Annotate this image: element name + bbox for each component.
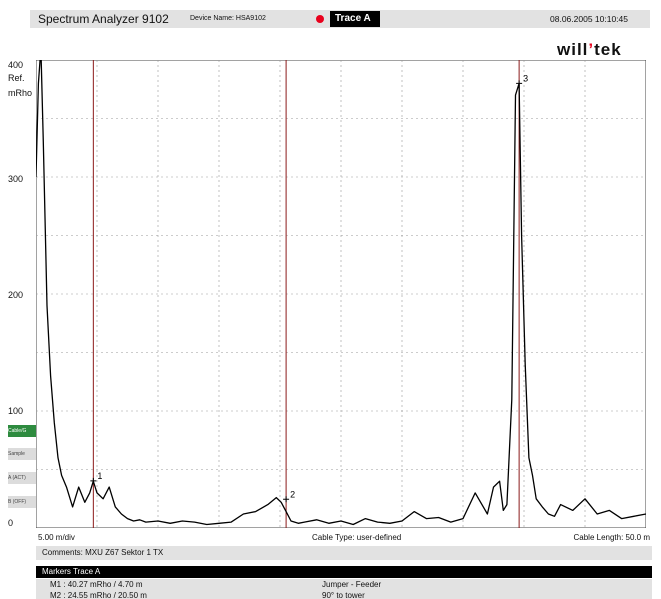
- markers-table: M1 : 40.27 mRho / 4.70 m Jumper - Feeder…: [36, 579, 652, 599]
- marker-labels: 1 2 3: [90, 73, 528, 503]
- y-tick-label: 0: [8, 518, 14, 528]
- title-bar: Spectrum Analyzer 9102 Device Name: HSA9…: [0, 0, 661, 32]
- marker-label-1: 1: [97, 471, 102, 481]
- marker-row-desc: Jumper - Feeder: [322, 580, 382, 589]
- logo-part-right: tek: [594, 40, 622, 59]
- ref-label: Ref.: [8, 73, 25, 83]
- cable-type: Cable Type: user-defined: [312, 533, 402, 542]
- markers-header: Markers Trace A: [36, 566, 652, 578]
- scale-label: 5.00 m/div: [38, 533, 75, 542]
- cable-mode-button[interactable]: Cable/G: [8, 425, 36, 437]
- cable-length: Cable Length: 50.0 m: [573, 533, 651, 542]
- sample-button[interactable]: Sample: [8, 448, 36, 460]
- marker-row-desc: 90° to tower: [322, 591, 365, 599]
- marker-row-value: M1 : 40.27 mRho / 4.70 m: [50, 580, 143, 589]
- grid: [36, 60, 646, 528]
- willtek-logo: will’tek: [557, 40, 622, 60]
- y-tick-label: 200: [8, 290, 24, 300]
- marker-row-value: M2 : 24.55 mRho / 20.50 m: [50, 591, 147, 599]
- marker-lines: [92, 60, 520, 528]
- marker-point-2: [283, 496, 290, 503]
- y-tick-label: 300: [8, 174, 24, 184]
- marker-label-2: 2: [290, 489, 295, 499]
- trace-badge[interactable]: Trace A: [330, 11, 380, 27]
- unit-label: mRho: [8, 88, 33, 98]
- logo-tick: ’: [588, 40, 595, 59]
- trace-line: [36, 60, 646, 526]
- marker-point-3: [516, 80, 523, 87]
- app-title: Spectrum Analyzer 9102: [38, 12, 169, 26]
- comments: Comments: MXU Z67 Sektor 1 TX: [36, 546, 652, 560]
- scale-row: 5.00 m/div Cable Type: user-defined Cabl…: [36, 531, 650, 545]
- y-tick-label: 400: [8, 60, 24, 70]
- device-name: Device Name: HSA9102: [190, 15, 266, 22]
- trace-plot[interactable]: 1 2 3: [36, 60, 646, 528]
- trace-b-button[interactable]: B (OFF): [8, 496, 36, 508]
- marker-point-1: [90, 477, 97, 484]
- datetime: 08.06.2005 10:10:45: [550, 14, 628, 24]
- trace-a-button[interactable]: A (ACT): [8, 472, 36, 484]
- trace-indicator-icon: [316, 15, 324, 23]
- marker-label-3: 3: [523, 73, 528, 83]
- logo-part-left: will: [557, 40, 589, 59]
- y-tick-label: 100: [8, 406, 24, 416]
